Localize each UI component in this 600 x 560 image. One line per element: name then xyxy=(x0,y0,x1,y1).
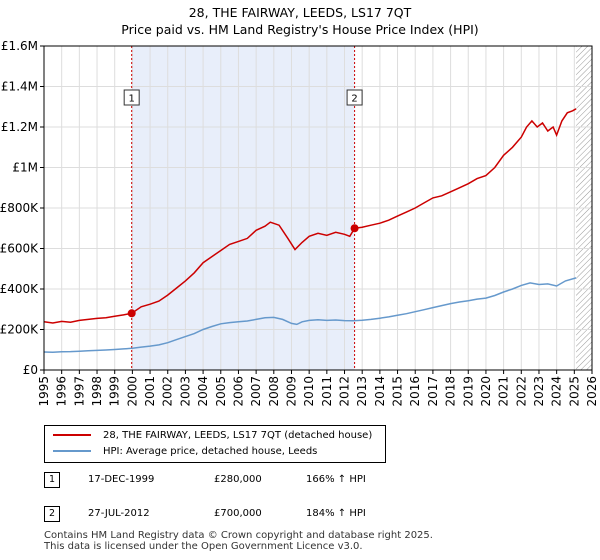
sale-price: £700,000 xyxy=(214,508,262,519)
x-tick-label: 2010 xyxy=(302,376,316,407)
legend-item-hpi: HPI: Average price, detached house, Leed… xyxy=(53,444,317,460)
x-tick-label: 1997 xyxy=(72,376,86,407)
x-tick-label: 1998 xyxy=(90,376,104,407)
sale-point xyxy=(350,224,359,233)
y-tick-label: £400K xyxy=(0,282,39,296)
sale-marker-label: 2 xyxy=(44,506,60,522)
sale-number-label: 2 xyxy=(351,94,357,105)
x-tick-label: 2009 xyxy=(284,376,298,407)
x-tick-label: 2001 xyxy=(143,376,157,407)
sale-price: £280,000 xyxy=(214,474,262,485)
footer-licence: This data is licensed under the Open Gov… xyxy=(44,540,363,552)
sale-point xyxy=(127,309,136,318)
x-tick-label: 2024 xyxy=(550,376,564,407)
x-tick-label: 2003 xyxy=(178,376,192,407)
x-tick-label: 2005 xyxy=(214,376,228,407)
sale-hpi-change: 184% ↑ HPI xyxy=(306,508,366,519)
x-tick-label: 1995 xyxy=(37,376,51,407)
y-tick-label: £1M xyxy=(12,161,38,175)
sale-number-box xyxy=(123,89,140,106)
x-tick-label: 2013 xyxy=(355,376,369,407)
x-tick-label: 2026 xyxy=(585,376,599,407)
x-tick-label: 2015 xyxy=(391,376,405,407)
price-chart: 1 2 £0 £200K £400K £600K £800K £1M £1.2M £1.4M £1.… xyxy=(0,39,599,407)
x-tick-label: 2002 xyxy=(161,376,175,407)
y-tick-label: £1.4M xyxy=(1,80,38,94)
x-tick-label: 1999 xyxy=(108,376,122,407)
x-tick-label: 2006 xyxy=(231,376,245,407)
property-line-swatch xyxy=(53,434,91,436)
y-tick-label: £1.6M xyxy=(1,39,38,53)
x-tick-label: 2004 xyxy=(196,376,210,407)
x-tick-label: 2012 xyxy=(338,376,352,407)
x-tick-label: 2023 xyxy=(532,376,546,407)
x-tick-label: 2007 xyxy=(249,376,263,407)
y-tick-label: £0 xyxy=(23,363,38,377)
legend: 28, THE FAIRWAY, LEEDS, LS17 7QT (detach… xyxy=(44,425,386,463)
sale-hpi-change: 166% ↑ HPI xyxy=(306,474,366,485)
x-tick-label: 2020 xyxy=(479,376,493,407)
chart-title: 28, THE FAIRWAY, LEEDS, LS17 7QT xyxy=(188,5,412,20)
chart-subtitle: Price paid vs. HM Land Registry's House … xyxy=(121,22,479,37)
y-tick-label: £1.2M xyxy=(1,120,38,134)
footer-copyright: Contains HM Land Registry data © Crown c… xyxy=(44,530,433,541)
sale-marker-label: 1 xyxy=(44,472,60,488)
x-tick-label: 2011 xyxy=(320,376,334,407)
property-price-line xyxy=(43,108,577,324)
x-tick-label: 2008 xyxy=(267,376,281,407)
hpi-line xyxy=(43,277,577,353)
x-tick-label: 2019 xyxy=(461,376,475,407)
y-tick-label: £600K xyxy=(0,242,39,256)
x-tick-label: 2021 xyxy=(497,376,511,407)
x-tick-label: 2014 xyxy=(373,376,387,407)
legend-label-property: 28, THE FAIRWAY, LEEDS, LS17 7QT (detach… xyxy=(103,430,373,441)
x-tick-label: 2000 xyxy=(125,376,139,407)
x-tick-label: 2025 xyxy=(567,376,581,407)
sale-number-label: 1 xyxy=(128,94,134,105)
legend-label-hpi: HPI: Average price, detached house, Leed… xyxy=(103,446,318,457)
sale-number-box xyxy=(346,89,363,106)
hpi-line-swatch xyxy=(53,450,91,452)
footer: Contains HM Land Registry data © Crown c… xyxy=(44,530,433,552)
x-tick-label: 2022 xyxy=(514,376,528,407)
x-tick-label: 2016 xyxy=(408,376,422,407)
sale-date: 27-JUL-2012 xyxy=(88,508,150,519)
y-tick-label: £800K xyxy=(0,201,39,215)
x-tick-label: 2017 xyxy=(426,376,440,407)
y-tick-label: £200K xyxy=(0,323,39,337)
x-tick-label: 1996 xyxy=(55,376,69,407)
legend-item-property: 28, THE FAIRWAY, LEEDS, LS17 7QT (detach… xyxy=(53,428,372,444)
sale-date: 17-DEC-1999 xyxy=(88,474,155,485)
sale-row: 2 27-JUL-2012 £700,000 184% ↑ HPI xyxy=(44,506,564,524)
x-tick-label: 2018 xyxy=(444,376,458,407)
sale-row: 1 17-DEC-1999 £280,000 166% ↑ HPI xyxy=(44,472,564,490)
